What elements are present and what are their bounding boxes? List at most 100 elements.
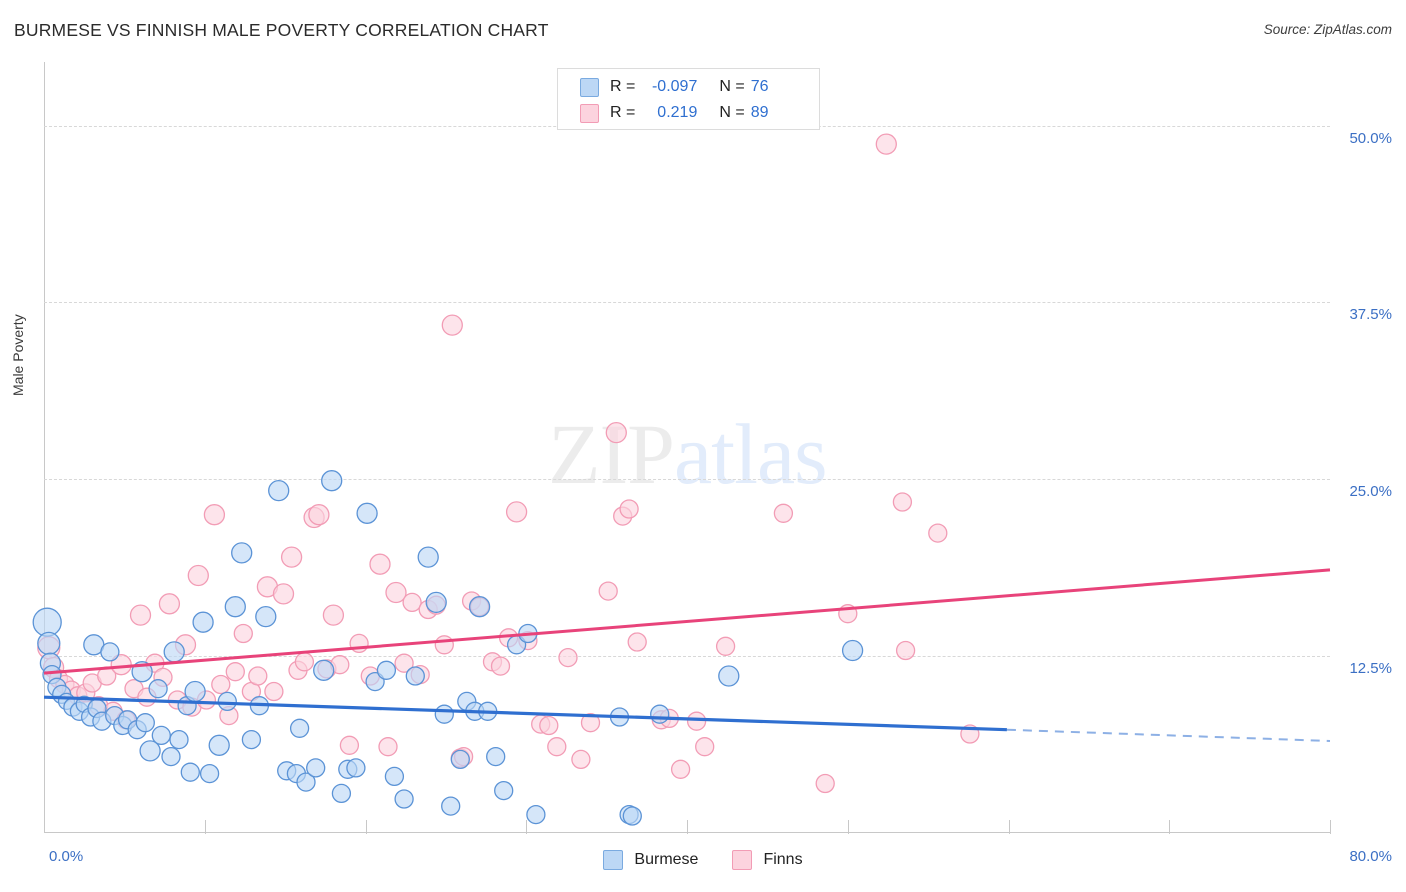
data-point-burmese — [208, 734, 230, 756]
data-point-burmese — [139, 740, 161, 762]
legend-item-burmese[interactable]: Burmese — [603, 850, 698, 870]
trendline-burmese-extension — [1006, 728, 1331, 742]
data-point-burmese — [718, 665, 740, 687]
x-tick — [1169, 820, 1171, 834]
data-point-burmese — [268, 479, 290, 502]
data-point-finns — [441, 314, 463, 336]
legend-swatch-icon — [603, 850, 624, 870]
data-point-burmese — [384, 766, 405, 787]
data-point-burmese — [231, 542, 253, 564]
stats-row-finns: R = 0.219 N = 89 — [580, 100, 768, 126]
data-point-finns — [294, 652, 315, 672]
data-point-finns — [558, 647, 578, 668]
data-point-finns — [129, 604, 152, 626]
data-point-finns — [187, 564, 209, 587]
finns-n-value: 89 — [750, 104, 769, 121]
burmese-r-value: -0.097 — [651, 78, 698, 95]
data-point-burmese — [417, 546, 439, 568]
data-point-finns — [322, 604, 345, 626]
data-point-burmese — [486, 746, 506, 767]
legend-item-finns[interactable]: Finns — [732, 850, 803, 870]
source-attribution: Source: ZipAtlas.com — [1263, 22, 1392, 37]
data-point-finns — [539, 715, 559, 736]
data-point-finns — [627, 632, 647, 652]
data-point-burmese — [376, 660, 397, 680]
finns-n-label: N = — [719, 104, 745, 121]
gridline — [44, 656, 1330, 658]
data-point-burmese — [346, 758, 366, 778]
data-point-burmese — [841, 639, 864, 662]
data-point-finns — [580, 713, 601, 733]
trendline-finns — [43, 568, 1331, 675]
data-point-burmese — [356, 502, 378, 524]
legend-label: Finns — [763, 851, 803, 868]
data-point-burmese — [224, 596, 246, 618]
data-point-burmese — [192, 611, 214, 633]
plot-area — [32, 62, 1331, 834]
data-point-finns — [264, 681, 284, 702]
data-point-finns — [394, 653, 414, 673]
x-tick — [687, 820, 688, 834]
trendline-burmese — [43, 695, 1007, 732]
legend-swatch-icon — [732, 850, 753, 870]
data-point-finns — [248, 666, 268, 686]
data-point-finns — [715, 636, 736, 656]
data-point-finns — [773, 503, 794, 523]
burmese-swatch-icon — [580, 77, 599, 97]
stats-row-burmese: R = -0.097 N = 76 — [580, 74, 768, 100]
x-tick — [204, 820, 206, 834]
y-tick-label: 37.5% — [1349, 306, 1392, 324]
data-point-finns — [815, 773, 835, 794]
x-tick — [526, 820, 528, 834]
y-tick-label: 12.5% — [1349, 660, 1392, 678]
page-title: BURMESE VS FINNISH MALE POVERTY CORRELAT… — [14, 20, 549, 40]
data-point-finns — [434, 635, 454, 655]
data-point-burmese — [255, 605, 277, 628]
finns-r-label: R = — [610, 104, 636, 121]
data-point-finns — [695, 737, 715, 757]
data-point-finns — [598, 581, 618, 601]
data-point-burmese — [169, 729, 189, 750]
data-point-finns — [225, 662, 245, 682]
scatter-plot-canvas — [32, 133, 1331, 826]
data-point-burmese — [241, 729, 262, 750]
data-point-finns — [875, 133, 897, 155]
x-tick — [365, 820, 367, 834]
data-point-finns — [272, 583, 295, 605]
x-tick — [1330, 820, 1331, 834]
y-tick-label: 25.0% — [1349, 483, 1392, 501]
data-point-burmese — [306, 758, 326, 778]
data-point-finns — [505, 501, 528, 523]
data-point-finns — [280, 546, 303, 568]
data-point-finns — [928, 523, 948, 543]
data-point-finns — [233, 623, 253, 644]
data-point-finns — [378, 737, 398, 757]
data-point-finns — [211, 674, 231, 695]
finns-r-value: 0.219 — [657, 104, 698, 121]
data-point-burmese — [161, 746, 181, 767]
data-point-burmese — [289, 718, 310, 738]
burmese-n-label: N = — [719, 78, 745, 95]
data-point-burmese — [425, 591, 447, 614]
data-point-burmese — [526, 804, 546, 825]
data-point-finns — [308, 504, 330, 526]
correlation-stats-box: R = -0.097 N = 76 R = 0.219 N = 89 — [557, 68, 820, 130]
gridline — [44, 479, 1330, 481]
finns-swatch-icon — [580, 103, 599, 123]
data-point-burmese — [321, 470, 343, 492]
data-point-burmese — [622, 806, 642, 826]
data-point-finns — [892, 492, 913, 512]
data-point-burmese — [331, 783, 352, 804]
data-point-burmese — [148, 679, 168, 699]
data-point-burmese — [135, 713, 155, 733]
data-point-finns — [402, 592, 422, 613]
legend-label: Burmese — [634, 851, 699, 868]
data-point-burmese — [468, 596, 491, 618]
data-point-finns — [339, 735, 360, 755]
data-point-finns — [686, 711, 707, 731]
data-point-finns — [547, 737, 567, 757]
data-point-finns — [619, 499, 639, 519]
data-point-finns — [605, 421, 627, 444]
data-point-finns — [369, 553, 391, 575]
x-tick-label-max: 80.0% — [1349, 848, 1392, 865]
